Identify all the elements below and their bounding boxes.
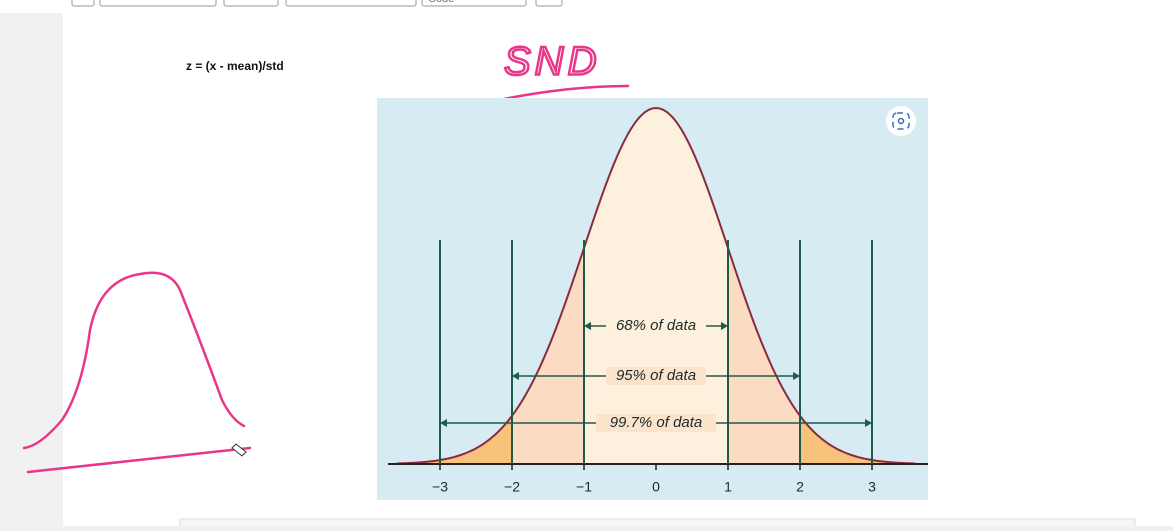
label-bg xyxy=(606,317,706,335)
toolbar xyxy=(0,0,1173,13)
figure: 68% of data 95% of data 99.7% of data −3 −2 −… xyxy=(377,98,928,500)
tick-label: −1 xyxy=(576,479,592,495)
range-label: 68% of data xyxy=(616,317,696,334)
button-group[interactable] xyxy=(285,0,417,7)
label-bg xyxy=(596,414,716,432)
button-group[interactable] xyxy=(99,0,217,7)
curve xyxy=(396,106,916,465)
pen-cursor xyxy=(231,443,247,457)
next-cell xyxy=(179,518,1136,530)
tick-label: −2 xyxy=(504,479,520,495)
lens-button[interactable] xyxy=(886,106,916,136)
button-group[interactable] xyxy=(223,0,279,7)
tick-label: 2 xyxy=(796,479,804,495)
tick-label: 1 xyxy=(724,479,732,495)
tick-label: 0 xyxy=(652,479,660,495)
bell-sketch xyxy=(22,271,246,450)
range-label: 95% of data xyxy=(616,367,696,384)
tick-label: 3 xyxy=(868,479,876,495)
formula: z = (x - mean)/std xyxy=(186,59,284,73)
button[interactable] xyxy=(71,0,95,7)
area xyxy=(800,415,916,464)
handwriting: SND xyxy=(504,40,600,84)
lens-icon xyxy=(892,112,910,130)
range-label: 99.7% of data xyxy=(610,414,703,431)
button[interactable] xyxy=(535,0,563,7)
tick-label: −3 xyxy=(432,479,448,495)
label-bg xyxy=(606,367,706,385)
lens-icon-dot xyxy=(897,117,905,125)
cell-type: Code xyxy=(428,0,454,5)
area xyxy=(396,415,512,464)
toolbar-buttons xyxy=(71,0,563,7)
sketch-baseline xyxy=(26,446,252,474)
cell-type-dropdown[interactable] xyxy=(421,0,527,7)
